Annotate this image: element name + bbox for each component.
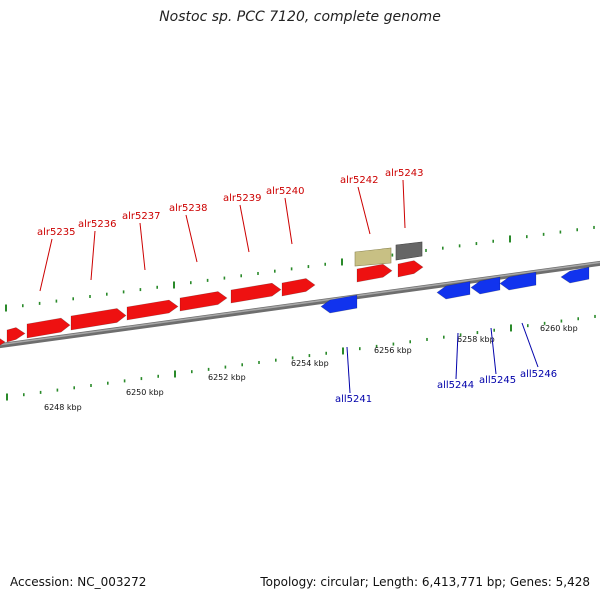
gene-label-alr5238: alr5238 xyxy=(169,203,207,214)
gene-leader-line xyxy=(346,346,351,394)
genome-title: Nostoc sp. PCC 7120, complete genome xyxy=(159,9,441,25)
gene-gray-box xyxy=(395,241,423,261)
gene-leader-line xyxy=(402,179,406,229)
gene-label-alr5243: alr5243 xyxy=(385,168,423,179)
gene-leader-line xyxy=(357,186,371,235)
scale-label: 6248 kbp xyxy=(44,403,82,412)
scale-label: 6252 kbp xyxy=(208,373,246,382)
gene-forward-arrow xyxy=(26,317,71,339)
gene-leader-line xyxy=(455,332,459,380)
gene-forward-arrow xyxy=(179,291,228,312)
gene-forward-arrow xyxy=(356,263,393,283)
gene-leader-line xyxy=(139,222,146,271)
gene-label-alr5242: alr5242 xyxy=(340,175,378,186)
gene-tan-box xyxy=(354,247,392,267)
gene-label-alr5236: alr5236 xyxy=(78,219,116,230)
gene-reverse-arrow xyxy=(436,281,471,300)
gene-leader-line xyxy=(39,238,53,292)
gene-leader-line xyxy=(239,204,250,253)
gene-leader-line xyxy=(490,327,497,375)
scale-label: 6260 kbp xyxy=(540,324,578,333)
gene-reverse-arrow xyxy=(499,271,537,291)
gene-label-alr5235: alr5235 xyxy=(37,227,75,238)
scale-label: 6258 kbp xyxy=(457,335,495,344)
gene-leader-line xyxy=(521,322,539,368)
gene-leader-line xyxy=(284,197,293,245)
scale-label: 6250 kbp xyxy=(126,388,164,397)
gene-label-all5241: all5241 xyxy=(335,394,372,405)
gene-leader-line xyxy=(90,230,96,281)
gene-reverse-arrow xyxy=(320,294,358,314)
gene-label-all5245: all5245 xyxy=(479,375,516,386)
scale-label: 6256 kbp xyxy=(374,346,412,355)
gene-label-all5244: all5244 xyxy=(437,380,474,391)
accession-text: Accession: NC_003272 xyxy=(10,575,147,589)
gene-label-all5246: all5246 xyxy=(520,369,557,380)
gene-leader-line xyxy=(185,214,198,263)
genome-backbone xyxy=(0,260,600,349)
backbone-highlight xyxy=(0,261,600,346)
gene-label-alr5237: alr5237 xyxy=(122,211,160,222)
gene-forward-arrow xyxy=(0,338,6,346)
gene-forward-arrow xyxy=(70,308,127,331)
gene-forward-arrow xyxy=(281,278,316,297)
gene-label-alr5239: alr5239 xyxy=(223,193,261,204)
gene-reverse-arrow xyxy=(470,276,501,295)
gene-forward-arrow xyxy=(126,299,179,321)
gene-forward-arrow xyxy=(397,260,424,278)
gene-reverse-arrow xyxy=(560,266,590,284)
gene-forward-arrow xyxy=(230,282,282,304)
gene-label-alr5240: alr5240 xyxy=(266,186,304,197)
gene-forward-arrow xyxy=(6,327,26,343)
scale-label: 6254 kbp xyxy=(291,359,329,368)
genome-summary-text: Topology: circular; Length: 6,413,771 bp… xyxy=(260,575,590,589)
